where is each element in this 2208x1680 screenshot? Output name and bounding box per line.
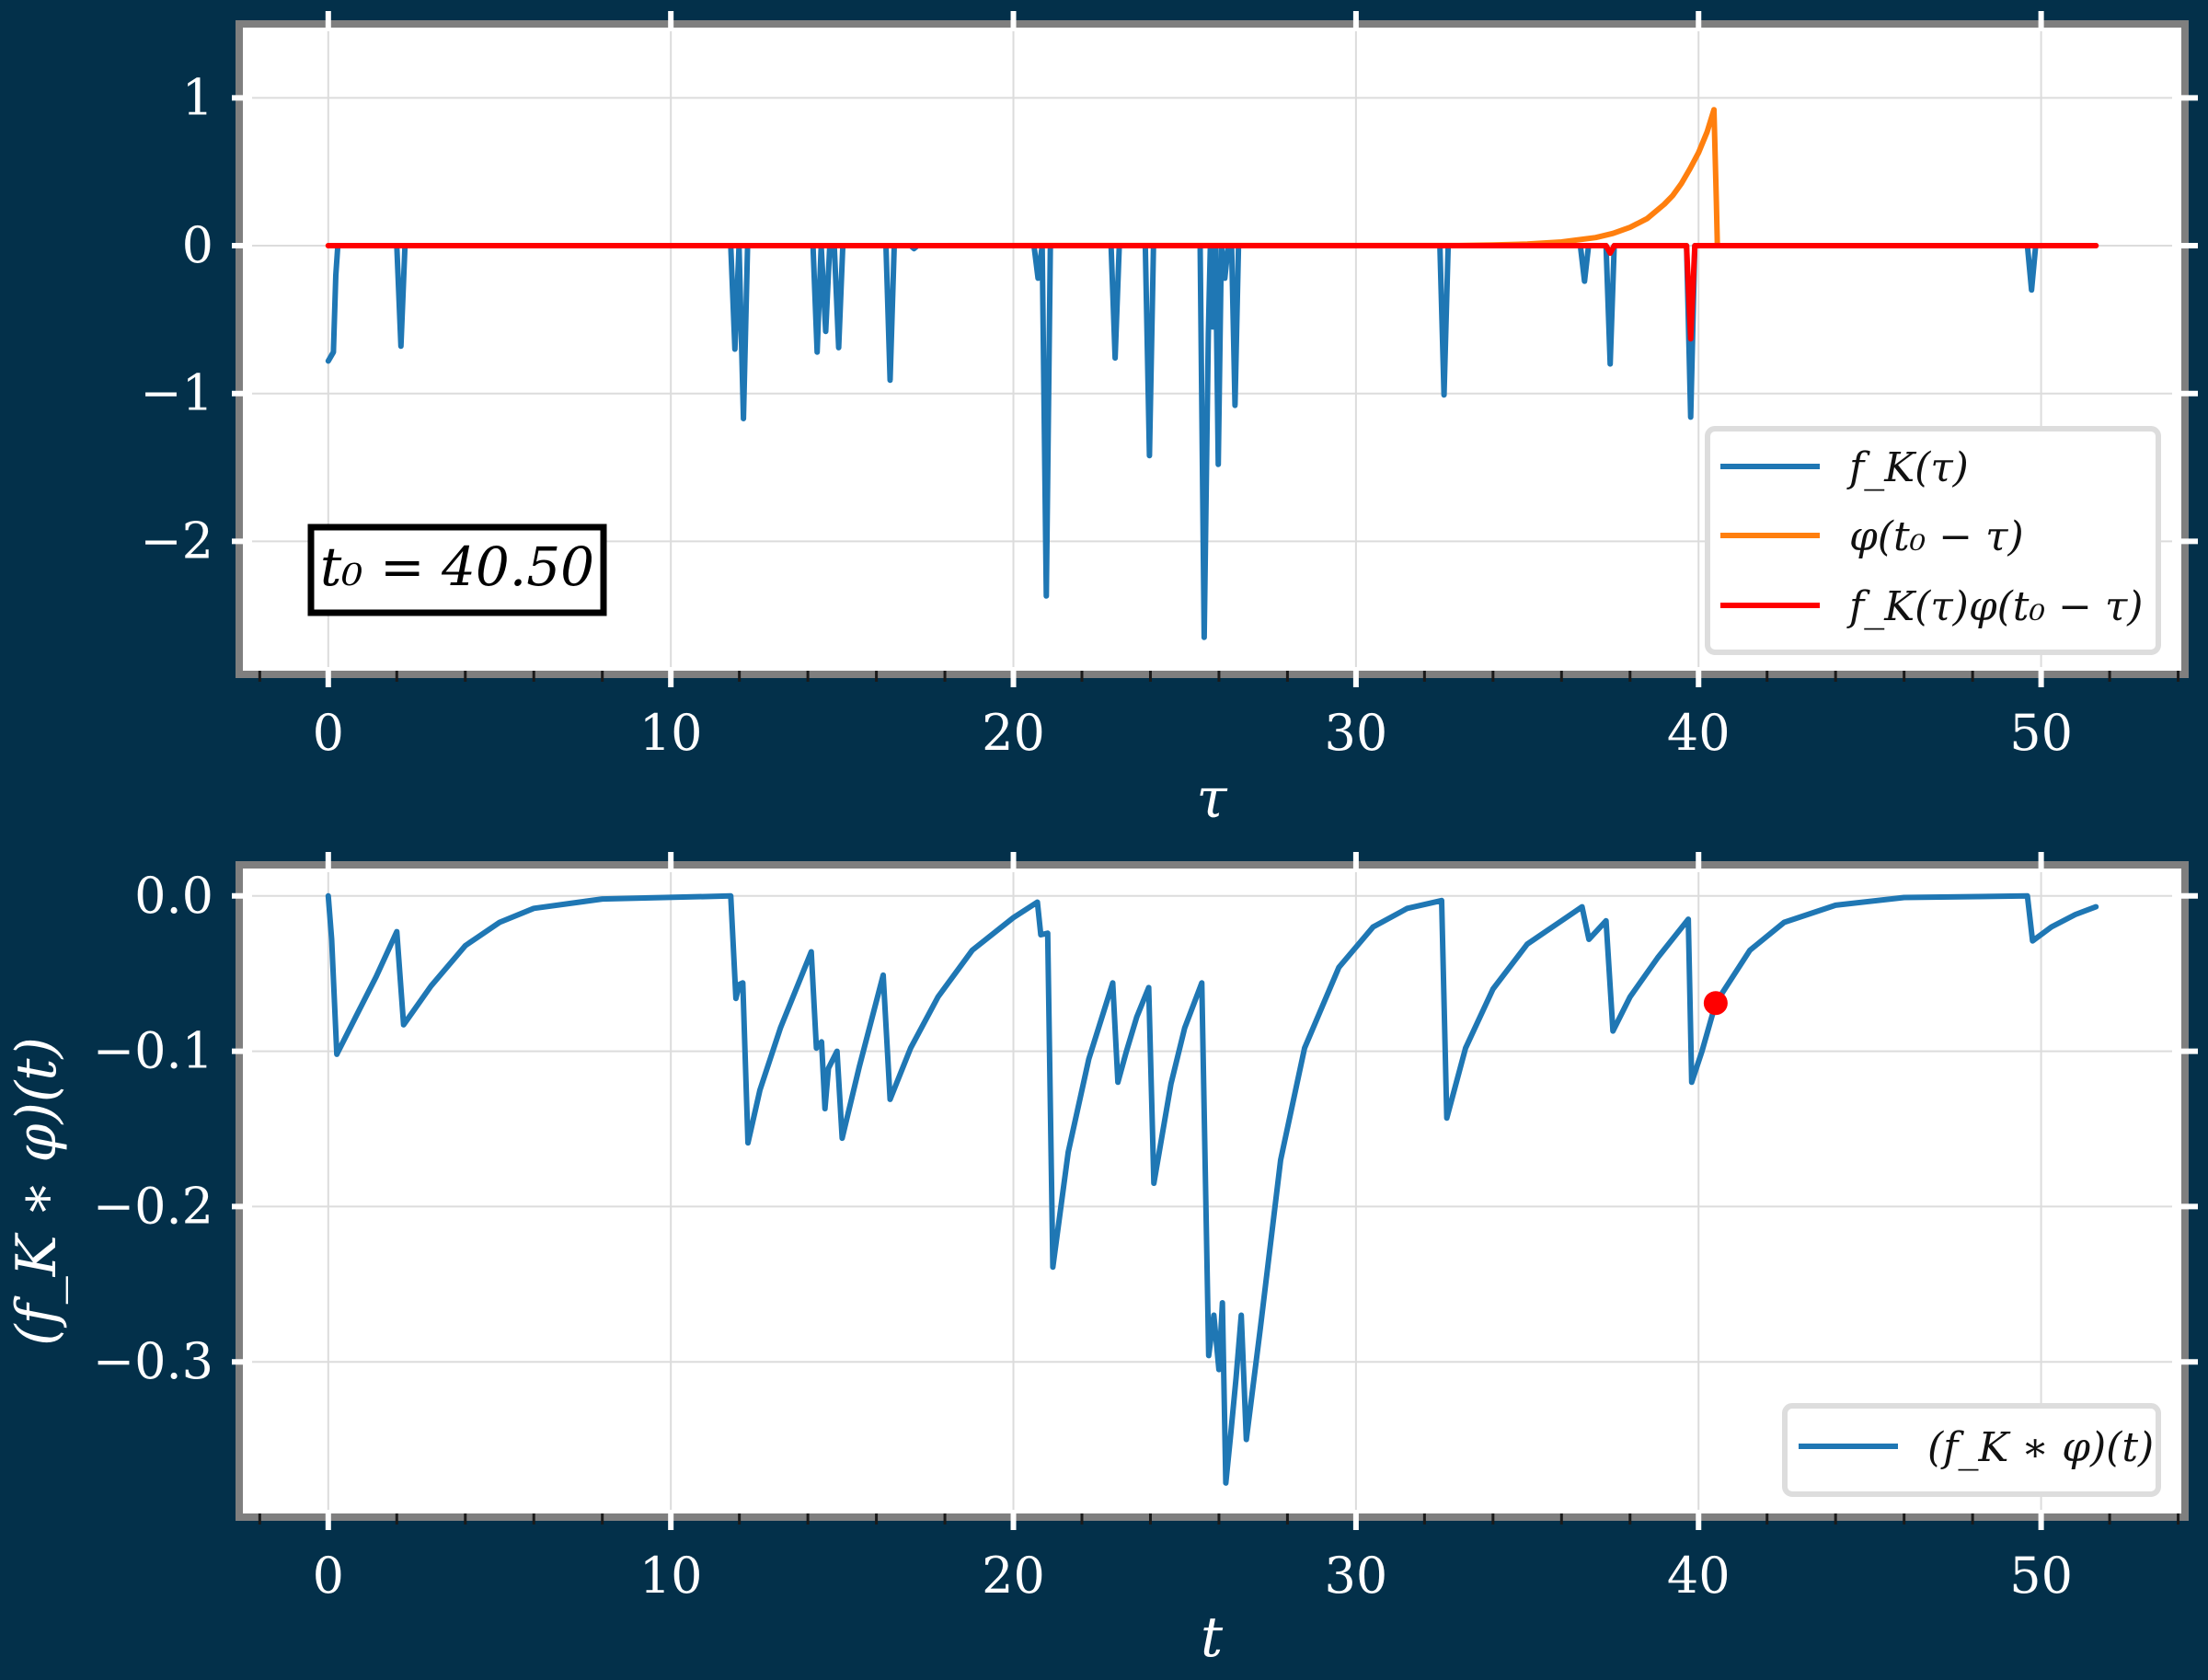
legend-label-phi: φ(t₀ − τ) — [1849, 513, 2024, 560]
top-xtick-label: 40 — [1667, 704, 1731, 762]
bottom-series-line-0 — [325, 892, 2099, 1486]
top-ytick-label: −2 — [140, 512, 213, 570]
top-xtick-label: 50 — [2009, 704, 2073, 762]
top-ytick-label: 0 — [182, 216, 213, 274]
bottom-xtick-label: 40 — [1667, 1547, 1731, 1605]
bottom-ytick-label: −0.1 — [93, 1022, 213, 1080]
bottom-axes-frame — [236, 861, 2189, 1521]
bottom-xtick-label: 50 — [2009, 1547, 2073, 1605]
bottom-xtick-label: 20 — [982, 1547, 1045, 1605]
bottom-xtick-label: 0 — [313, 1547, 344, 1605]
bottom-series-group — [325, 892, 2099, 1486]
bottom-ytick-label: −0.2 — [93, 1177, 213, 1235]
top-xtick-label: 0 — [313, 704, 344, 762]
top-ytick-label: 1 — [182, 68, 213, 126]
top-xtick-label: 20 — [982, 704, 1045, 762]
bottom-ytick-label: 0.0 — [134, 867, 213, 925]
legend-label-fk: f_K(τ) — [1846, 444, 1969, 491]
bottom-ytick-label: −0.3 — [93, 1332, 213, 1390]
top-plot-area — [325, 107, 2099, 640]
bottom-ticks — [232, 852, 2198, 1530]
top-x-axis-label: τ — [1196, 766, 1227, 831]
top-series-group — [325, 107, 2099, 640]
t0-annotation-text: t₀ = 40.50 — [320, 535, 594, 598]
top-ytick-label: −1 — [140, 364, 213, 422]
bottom-legend-box — [1782, 1403, 2161, 1497]
top-axes-frame — [236, 20, 2189, 678]
legend-label-convolution: (f_K ∗ φ)(t) — [1927, 1424, 2154, 1471]
legend-label-product: f_K(τ)φ(t₀ − τ) — [1846, 583, 2143, 630]
bottom-legend: (f_K ∗ φ)(t) — [1782, 1403, 2161, 1497]
bottom-grid — [239, 865, 2185, 1517]
bottom-tick-labels: 0 10 20 30 40 50 0.0 −0.1 −0.2 −0.3 — [93, 867, 2073, 1605]
top-xtick-label: 10 — [639, 704, 703, 762]
t0-annotation: t₀ = 40.50 — [307, 524, 607, 616]
bottom-panel: 0 10 20 30 40 50 0.0 −0.1 −0.2 −0.3 t (f_K ∗ φ)(t… — [5, 852, 2198, 1670]
top-legend-box — [1705, 426, 2161, 655]
top-legend: f_K(τ) φ(t₀ − τ) f_K(τ)φ(t₀ − τ) — [1705, 426, 2161, 655]
bottom-y-axis-label: (f_K ∗ φ)(t) — [5, 1037, 69, 1346]
current-time-marker — [1703, 991, 1728, 1016]
t0-annotation-box — [307, 524, 607, 616]
top-series-line-2 — [325, 243, 2099, 342]
bottom-xtick-label: 30 — [1325, 1547, 1388, 1605]
top-xtick-label: 30 — [1325, 704, 1388, 762]
bottom-x-axis-label: t — [1201, 1605, 1224, 1670]
bottom-xtick-label: 10 — [639, 1547, 703, 1605]
top-ticks — [232, 11, 2198, 687]
